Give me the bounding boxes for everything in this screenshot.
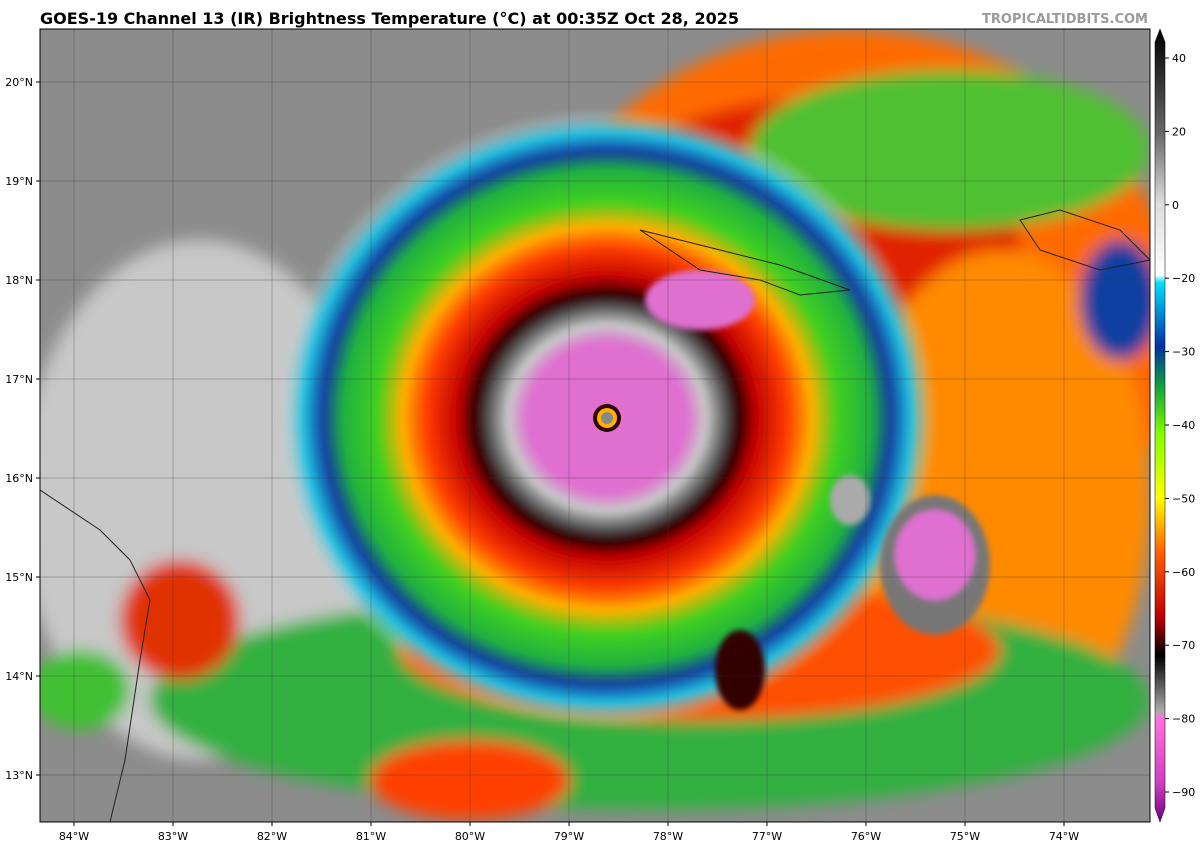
lon-label: 77°W (752, 830, 782, 843)
lon-label: 78°W (653, 830, 683, 843)
colorbar-label: −20 (1172, 272, 1195, 285)
lat-label: 15°N (5, 571, 33, 584)
satellite-image (40, 29, 1150, 822)
lat-label: 18°N (5, 274, 33, 287)
lon-label: 80°W (455, 830, 485, 843)
lon-label: 76°W (851, 830, 881, 843)
lon-label: 74°W (1049, 830, 1079, 843)
colorbar-label: −70 (1172, 639, 1195, 652)
lon-label: 83°W (158, 830, 188, 843)
colorbar-label: −80 (1172, 713, 1195, 726)
lat-label: 19°N (5, 175, 33, 188)
lat-label: 20°N (5, 76, 33, 89)
colorbar-label: 0 (1172, 199, 1179, 212)
colorbar-label: −40 (1172, 419, 1195, 432)
colorbar-label: 20 (1172, 125, 1186, 138)
lat-label: 17°N (5, 373, 33, 386)
lat-label: 14°N (5, 670, 33, 683)
colorbar-label: −90 (1172, 786, 1195, 799)
lat-label: 16°N (5, 472, 33, 485)
colorbar-label: −30 (1172, 346, 1195, 359)
colorbar-label: −50 (1172, 492, 1195, 505)
colorbar-label: −60 (1172, 566, 1195, 579)
lat-label: 13°N (5, 769, 33, 782)
colorbar-label: 40 (1172, 52, 1186, 65)
lon-label: 82°W (257, 830, 287, 843)
title: GOES-19 Channel 13 (IR) Brightness Tempe… (40, 9, 739, 28)
watermark: TROPICALTIDBITS.COM (982, 12, 1148, 27)
colorbar (1154, 28, 1166, 823)
map-frame (39, 28, 1151, 823)
lon-label: 79°W (554, 830, 584, 843)
lon-label: 75°W (950, 830, 980, 843)
lon-label: 84°W (59, 830, 89, 843)
lon-label: 81°W (356, 830, 386, 843)
